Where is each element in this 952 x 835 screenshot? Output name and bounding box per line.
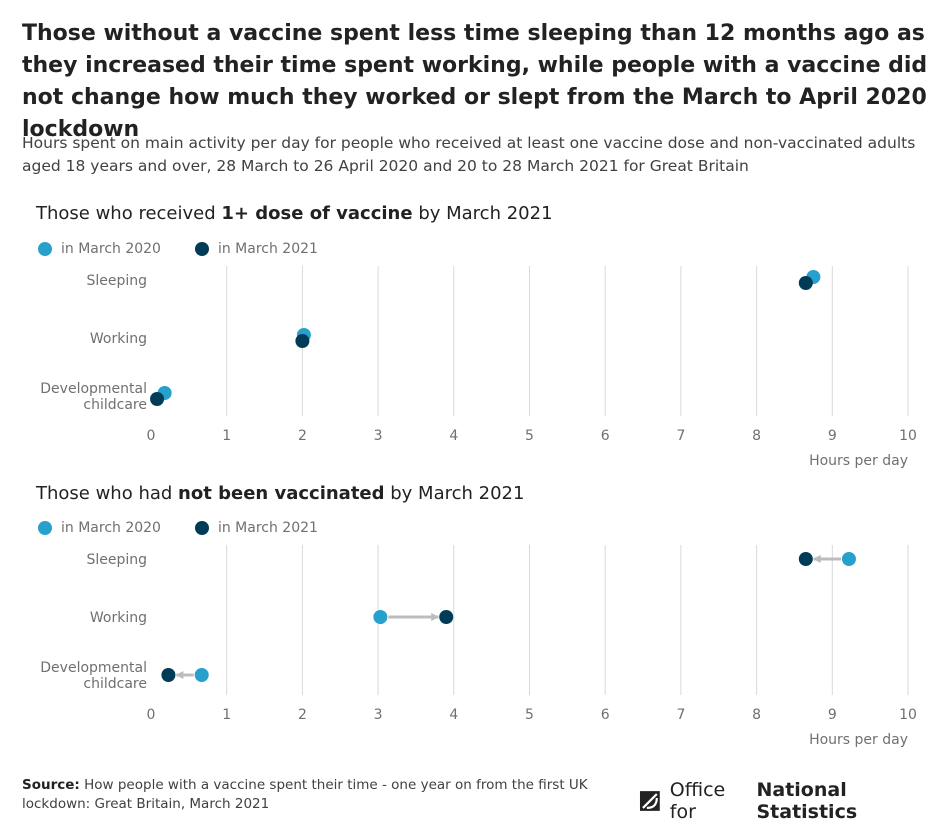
y-category-label: Developmental childcare [40, 381, 147, 413]
panel-2-title: Those who had not been vaccinated by Mar… [36, 483, 525, 504]
x-tick-label: 9 [828, 428, 837, 444]
x-tick-label: 0 [147, 707, 156, 723]
y-category-label: Working [90, 610, 147, 626]
dot-march-2021 [161, 668, 176, 682]
x-tick-label: 1 [222, 707, 231, 723]
ons-logo-icon [639, 791, 660, 811]
x-tick-label: 10 [899, 707, 917, 723]
x-tick-label: 3 [374, 707, 383, 723]
x-tick-label: 8 [752, 707, 761, 723]
x-tick-label: 6 [601, 428, 610, 444]
x-tick-label: 4 [449, 707, 458, 723]
legend-item-march-2021: in March 2021 [194, 241, 318, 257]
x-tick-label: 5 [525, 707, 534, 723]
dot-march-2021 [150, 392, 165, 406]
x-tick-label: 1 [222, 428, 231, 444]
panel-1-title: Those who received 1+ dose of vaccine by… [36, 203, 553, 224]
x-tick-label: 2 [298, 428, 307, 444]
x-tick-label: 3 [374, 428, 383, 444]
x-tick-label: 2 [298, 707, 307, 723]
y-category-label: Sleeping [86, 273, 147, 289]
x-tick-label: 10 [899, 428, 917, 444]
panel-1-chart: 0 1 2 3 4 5 6 7 8 9 10 Hours per day Sleeping Working… [40, 266, 917, 469]
dot-march-2021 [798, 552, 813, 566]
legend-item-march-2021: in March 2021 [194, 520, 318, 536]
legend-item-march-2020: in March 2020 [38, 520, 161, 536]
panel-1-legend: in March 2020 in March 2021 [38, 241, 352, 257]
x-tick-label: 9 [828, 707, 837, 723]
x-tick-label: 7 [676, 428, 685, 444]
panel-2-legend: in March 2020 in March 2021 [38, 520, 352, 536]
x-tick-label: 0 [147, 428, 156, 444]
legend-swatch-march-2020 [38, 242, 52, 256]
dot-march-2020 [194, 668, 209, 682]
x-tick-label: 7 [676, 707, 685, 723]
ons-logo: Office for National Statistics [638, 779, 952, 823]
x-tick-label: 6 [601, 707, 610, 723]
legend-swatch-march-2020 [38, 521, 52, 535]
dot-march-2021 [439, 610, 454, 624]
x-axis-label: Hours per day [809, 732, 908, 748]
dot-march-2021 [798, 276, 813, 290]
chart-subtitle: Hours spent on main activity per day for… [22, 134, 916, 175]
dot-march-2021 [295, 334, 310, 348]
legend-swatch-march-2021 [194, 521, 209, 535]
x-tick-label: 4 [449, 428, 458, 444]
x-axis-label: Hours per day [809, 453, 908, 469]
source-note: Source: How people with a vaccine spent … [22, 777, 588, 812]
legend-swatch-march-2021 [194, 242, 209, 256]
panel-2-chart: 0 1 2 3 4 5 6 7 8 9 10 Hours per day Sleeping Working… [40, 545, 917, 748]
x-tick-label: 8 [752, 428, 761, 444]
dot-march-2020 [841, 552, 856, 566]
y-category-label: Working [90, 331, 147, 347]
chart-title: Those without a vaccine spent less time … [22, 21, 928, 142]
y-category-label: Sleeping [86, 552, 147, 568]
dot-march-2020 [373, 610, 388, 624]
x-tick-label: 5 [525, 428, 534, 444]
legend-item-march-2020: in March 2020 [38, 241, 161, 257]
y-category-label: Developmental childcare [40, 660, 147, 692]
